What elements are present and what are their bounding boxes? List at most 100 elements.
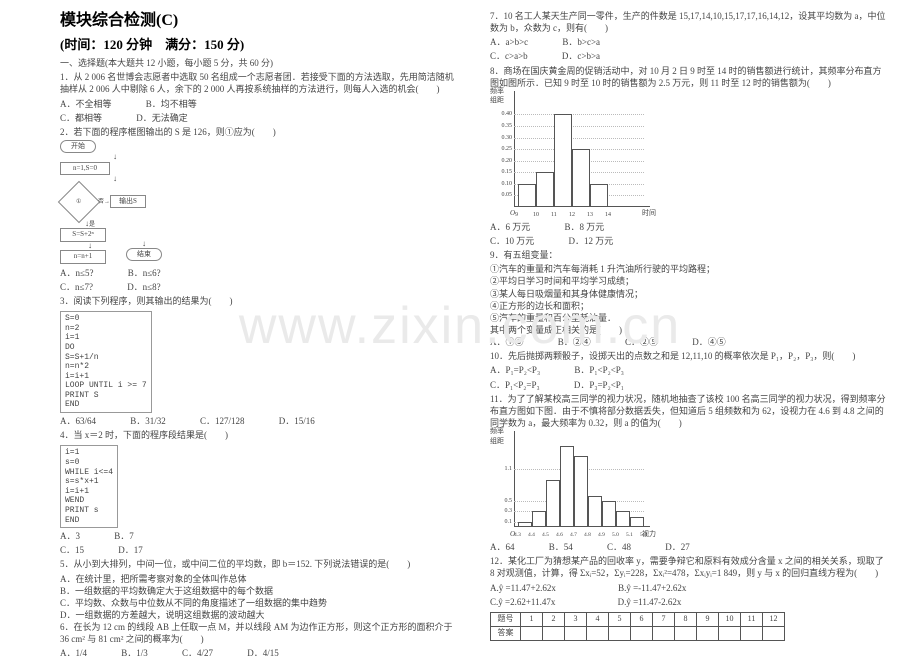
histogram-2: 频率 组距 视力 O 1.10.50.30.14.34.44.54.64.74.… (490, 431, 650, 541)
fc-start: 开始 (60, 140, 96, 153)
q3d: D．15/16 (279, 415, 315, 427)
answer-row-body: 答案 (491, 626, 785, 640)
q2: 2．若下面的程序框图输出的 S 是 126，则①应为( ) (60, 126, 460, 138)
h2-axis-y (514, 431, 515, 527)
ans-head: 题号 (491, 612, 521, 626)
q8b: B．8 万元 (565, 221, 605, 233)
q3: 3．阅读下列程序，则其输出的结果为( ) (60, 295, 460, 307)
ans-n: 1 (521, 612, 543, 626)
q7d: D．c>b>a (562, 50, 600, 62)
q2-opts2: C．n≤7? D．n≤8? (60, 281, 460, 293)
q12a: A.ŷ =11.47+2.62x (490, 582, 556, 594)
q5b: B．一组数据的平均数确定大于这组数据中的每个数据 (60, 585, 460, 597)
q10b: B．P₁<P₂<P₃ (574, 364, 624, 376)
fc-arrow: ↓ (60, 154, 170, 160)
q1b: B．均不相等 (146, 98, 197, 110)
h2-ytitle: 频率 组距 (490, 427, 504, 446)
q6d: D．4/15 (247, 647, 279, 659)
answer-table: 题号 1 2 3 4 5 6 7 8 9 10 11 12 答案 (490, 612, 785, 641)
q5: 5．从小到大排列，中间一位，或中间二位的平均数，即 b＝152. 下列说法错误的… (60, 558, 460, 570)
q1d: D．无法确定 (136, 112, 188, 124)
ans-n: 5 (609, 612, 631, 626)
ans-n: 12 (763, 612, 785, 626)
q9-3: ③某人每日吸烟量和其身体健康情况； (490, 288, 890, 300)
q10c: C．P₁<P₂=P₃ (490, 379, 540, 391)
q4: 4．当 x＝2 时，下面的程序段结果是( ) (60, 429, 460, 441)
q7-opts: A．a>b>c B．b>c>a (490, 36, 890, 48)
q5c: C．平均数、众数与中位数从不同的角度描述了一组数据的集中趋势 (60, 597, 460, 609)
q12: 12．某化工厂为猜想某产品的回收率 y，需要争辩它和原料有效成分含量 x 之间的… (490, 555, 890, 579)
ans-label: 答案 (491, 626, 521, 640)
h1-ytitle: 频率 组距 (490, 87, 504, 106)
fc-end: 结束 (126, 248, 162, 261)
q4-opts: A．3 B．7 (60, 530, 460, 542)
q8-opts: A．6 万元 B．8 万元 (490, 221, 890, 233)
code1: S=0 n=2 i=1 DO S=S+1/n n=n*2 i=i+1 LOOP … (60, 311, 152, 413)
q9-2: ②平均日学习时间和平均学习成绩； (490, 275, 890, 287)
ans-n: 4 (587, 612, 609, 626)
ans-n: 2 (543, 612, 565, 626)
q12-opts: A.ŷ =11.47+2.62x B.ŷ =-11.47+2.62x (490, 582, 890, 594)
q2d: D．n≤8? (127, 281, 160, 293)
ans-n: 6 (631, 612, 653, 626)
ans-n: 10 (719, 612, 741, 626)
fc-arrow: ↓ (126, 241, 162, 247)
q2-opts: A．n≤5? B．n≤6? (60, 267, 460, 279)
q2c: C．n≤7? (60, 281, 93, 293)
q6: 6．在长为 12 cm 的线段 AB 上任取一点 M，并以线段 AM 为边作正方… (60, 621, 460, 645)
q4a: A．3 (60, 530, 80, 542)
q9a: A．①③ (490, 336, 524, 348)
ans-n: 7 (653, 612, 675, 626)
q8a: A．6 万元 (490, 221, 530, 233)
section-heading: 一、选择题(本大题共 12 小题，每小题 5 分，共 60 分) (60, 57, 460, 69)
q1c: C．都相等 (60, 112, 102, 124)
q11-opts: A．64 B．54 C．48 D．27 (490, 541, 890, 553)
q5a: A．在统计里，把所需考察对象的全体叫作总体 (60, 573, 460, 585)
q5d: D．一组数据的方差越大，说明这组数据的波动越大 (60, 609, 460, 621)
q11a: A．64 (490, 541, 515, 553)
q9d: D．④⑤ (692, 336, 726, 348)
q1a: A．不全相等 (60, 98, 112, 110)
ans-n: 11 (741, 612, 763, 626)
q4c: C．15 (60, 544, 84, 556)
q8-opts2: C．10 万元 D．12 万元 (490, 235, 890, 247)
q9b: B．②④ (558, 336, 591, 348)
title: 模块综合检测(C) (60, 10, 460, 32)
q9-opts: A．①③ B．②④ C．②⑤ D．④⑤ (490, 336, 890, 348)
q9c: C．②⑤ (625, 336, 658, 348)
code1-box: S=0 n=2 i=1 DO S=S+1/n n=n*2 i=i+1 LOOP … (60, 309, 460, 415)
q9-6: 其中两个变量成正相关的是( ) (490, 324, 890, 336)
q12d: D.ŷ =11.47-2.62x (618, 596, 682, 608)
q3c: C．127/128 (200, 415, 245, 427)
q1-opts2: C．都相等 D．无法确定 (60, 112, 460, 124)
q3a: A．63/64 (60, 415, 96, 427)
q1: 1．从 2 006 名世博会志愿者中选取 50 名组成一个志愿者团．若接受下面的… (60, 71, 460, 95)
q2a: A．n≤5? (60, 267, 93, 279)
q10-opts: A．P₁=P₂<P₃ B．P₁<P₂<P₃ (490, 364, 890, 376)
q7-opts2: C．c>a>b D．c>b>a (490, 50, 890, 62)
subtitle: (时间：120 分钟 满分：150 分) (60, 36, 460, 54)
q9: 9．有五组变量： (490, 249, 890, 261)
q9-4: ④正方形的边长和面积； (490, 300, 890, 312)
fc-cond: ① (58, 180, 100, 222)
q7: 7．10 名工人某天生产同一零件，生产的件数是 15,17,14,10,15,1… (490, 10, 890, 34)
q10d: D．P₃=P₂<P₁ (574, 379, 624, 391)
code2: i=1 s=0 WHILE i<=4 s=s*x+1 i=i+1 WEND PR… (60, 445, 118, 528)
q4b: B．7 (114, 530, 134, 542)
q4-opts2: C．15 D．17 (60, 544, 460, 556)
q11b: B．54 (549, 541, 573, 553)
flowchart: 开始 ↓ n=1,S=0 ↓ ① 否→ 输出S ↓是 S=S+2ⁿ ↓ n=n+… (60, 140, 170, 265)
q10: 10．先后抛掷两颗骰子，设掷天出的点数之和是 12,11,10 的概率依次是 P… (490, 350, 890, 362)
fc-body: S=S+2ⁿ (60, 228, 106, 241)
fc-cond-text: ① (76, 198, 81, 206)
q10a: A．P₁=P₂<P₃ (490, 364, 540, 376)
q2b: B．n≤6? (128, 267, 161, 279)
fc-arrow: ↓ (74, 243, 106, 249)
ans-n: 9 (697, 612, 719, 626)
q7a: A．a>b>c (490, 36, 528, 48)
q11: 11．为了了解某校高三同学的视力状况，随机地抽查了该校 100 名高三同学的视力… (490, 393, 890, 429)
q11d: D．27 (665, 541, 690, 553)
code2-box: i=1 s=0 WHILE i<=4 s=s*x+1 i=i+1 WEND PR… (60, 443, 460, 530)
q8d: D．12 万元 (569, 235, 614, 247)
q6c: C．4/27 (182, 647, 213, 659)
